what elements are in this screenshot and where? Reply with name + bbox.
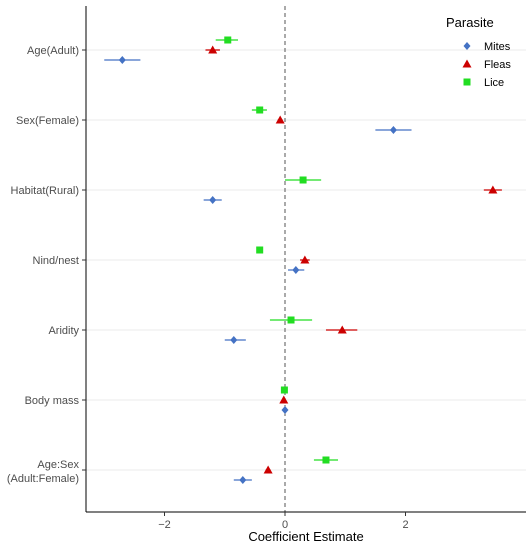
mites-estimate	[288, 266, 305, 274]
x-tick-label: 0	[282, 519, 288, 531]
legend-label-lice: Lice	[484, 77, 504, 89]
lice-point	[256, 106, 264, 114]
y-tick-label: Nind/nest	[33, 255, 79, 267]
legend-label-mites: Mites	[484, 41, 511, 53]
mites-point	[281, 406, 289, 414]
lice-estimate	[285, 176, 322, 184]
mites-estimate	[233, 476, 252, 484]
lice-estimate	[280, 386, 288, 394]
fleas-point	[279, 395, 289, 404]
fleas-point	[275, 115, 285, 124]
mites-estimate	[281, 406, 289, 414]
fleas-point	[263, 465, 273, 474]
fleas-estimate	[300, 255, 310, 264]
legend-key-mites	[463, 42, 471, 50]
legend: Parasite Mites Fleas Lice	[446, 15, 511, 89]
mites-estimate	[375, 126, 412, 134]
fleas-estimate	[483, 185, 502, 194]
legend-item-lice: Lice	[463, 77, 504, 89]
fleas-estimate	[263, 465, 273, 474]
mites-estimate	[104, 56, 141, 64]
x-tick-labels: −2 0 2	[158, 512, 409, 531]
mites-point	[230, 336, 238, 344]
fleas-estimate	[205, 45, 220, 54]
legend-item-mites: Mites	[463, 41, 511, 53]
lice-point	[299, 176, 307, 184]
mites-estimate	[203, 196, 222, 204]
data-marks	[104, 36, 502, 484]
mites-estimate	[224, 336, 246, 344]
legend-key-lice	[463, 78, 471, 86]
legend-label-fleas: Fleas	[484, 59, 511, 71]
x-tick-label: 2	[402, 519, 408, 531]
x-axis-title: Coefficient Estimate	[248, 529, 363, 544]
mites-point	[118, 56, 126, 64]
y-tick-label: Habitat(Rural)	[11, 185, 79, 197]
x-tick-label: −2	[158, 519, 171, 531]
legend-title: Parasite	[446, 15, 494, 30]
lice-estimate	[215, 36, 239, 44]
y-tick-label: Age:Sex	[37, 459, 79, 471]
lice-estimate	[269, 316, 313, 324]
grid-lines	[86, 49, 526, 471]
lice-point	[224, 36, 232, 44]
lice-estimate	[251, 106, 267, 114]
y-tick-labels: Age(Adult) Sex(Female) Habitat(Rural) Nind/…	[7, 45, 86, 485]
mites-point	[292, 266, 300, 274]
lice-point	[256, 246, 264, 254]
lice-point	[280, 386, 288, 394]
fleas-point	[488, 185, 498, 194]
lice-estimate	[256, 246, 264, 254]
legend-item-fleas: Fleas	[462, 59, 511, 71]
y-tick-label-line2: (Adult:Female)	[7, 473, 79, 485]
fleas-estimate	[275, 115, 285, 124]
legend-key-fleas	[462, 59, 472, 68]
y-tick-label: Aridity	[48, 325, 79, 337]
fleas-point	[300, 255, 310, 264]
lice-point	[287, 316, 295, 324]
lice-estimate	[313, 456, 339, 464]
mites-point	[239, 476, 247, 484]
y-tick-label: Body mass	[25, 395, 80, 407]
mites-point	[389, 126, 397, 134]
mites-point	[209, 196, 217, 204]
lice-point	[322, 456, 330, 464]
y-tick-label: Age(Adult)	[27, 45, 79, 57]
fleas-point	[208, 45, 218, 54]
y-tick-label: Sex(Female)	[16, 115, 79, 127]
fleas-estimate	[325, 325, 358, 334]
fleas-point	[337, 325, 347, 334]
fleas-estimate	[279, 395, 289, 404]
axes	[85, 6, 526, 513]
